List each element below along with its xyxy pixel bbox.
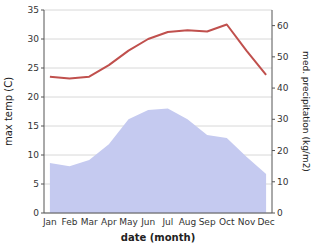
y2-tick-label: 30 xyxy=(277,114,289,124)
area xyxy=(50,108,266,213)
grid-line xyxy=(44,10,272,11)
y2-tick xyxy=(272,25,275,26)
y2-tick xyxy=(272,56,275,57)
y-tick-label: 10 xyxy=(28,150,40,160)
plot-marks xyxy=(50,25,266,214)
background xyxy=(0,0,318,247)
x-tick-label: Feb xyxy=(62,217,78,227)
x-tick-label: Mar xyxy=(81,217,98,227)
y-axis-title: max temp (C) xyxy=(3,77,14,146)
grid-line xyxy=(44,213,272,214)
y-tick xyxy=(41,184,44,185)
y-tick-label: 25 xyxy=(28,63,39,73)
y-tick-label: 15 xyxy=(28,121,39,131)
y2-tick xyxy=(272,119,275,120)
x-tick-label: Nov xyxy=(238,217,256,227)
y2-tick xyxy=(272,181,275,182)
x-tick-label: Sep xyxy=(199,217,216,227)
x-tick-label: Apr xyxy=(101,217,117,227)
y-tick xyxy=(41,10,44,11)
y-tick-label: 5 xyxy=(33,179,39,189)
y-tick-label: 30 xyxy=(28,34,40,44)
x-axis-title: date (month) xyxy=(121,232,195,243)
y2-axis-title: med. precipitation (kg/m2) xyxy=(301,51,311,172)
x-tick-label: May xyxy=(119,217,138,227)
grid-line xyxy=(44,97,272,98)
y-tick-label: 0 xyxy=(33,208,39,218)
y-tick xyxy=(41,97,44,98)
y-tick-label: 20 xyxy=(28,92,40,102)
y-tick xyxy=(41,213,44,214)
x-tick-label: Aug xyxy=(179,217,197,227)
x-tick-label: Jul xyxy=(161,217,173,227)
y2-axis-line xyxy=(272,10,273,213)
x-tick-label: Dec xyxy=(257,217,274,227)
y-tick xyxy=(41,126,44,127)
y2-tick-label: 60 xyxy=(277,21,289,31)
y-tick-label: 35 xyxy=(28,5,39,15)
x-tick-label: Jan xyxy=(42,217,57,227)
grid-line xyxy=(44,68,272,69)
y2-tick xyxy=(272,150,275,151)
y-tick xyxy=(41,155,44,156)
y2-tick xyxy=(272,88,275,89)
y2-tick-label: 40 xyxy=(277,83,289,93)
line xyxy=(50,25,266,79)
x-axis-line xyxy=(44,213,272,214)
y2-tick-label: 20 xyxy=(277,146,289,156)
chart-container: 0 5 10 15 20 25 30 35 0 10 20 30 40 50 60 Jan FebMarAprM… xyxy=(0,0,318,247)
y-tick xyxy=(41,39,44,40)
x-tick-label: Jun xyxy=(140,217,155,227)
chart-svg: 0 5 10 15 20 25 30 35 0 10 20 30 40 50 60 Jan FebMarAprM… xyxy=(0,0,318,247)
x-tick-label: Oct xyxy=(219,217,235,227)
y2-tick-label: 0 xyxy=(277,208,283,218)
y2-tick-label: 50 xyxy=(277,52,289,62)
y2-tick xyxy=(272,213,275,214)
y-axis-line xyxy=(44,10,45,213)
y2-tick-label: 10 xyxy=(277,177,289,187)
y-tick xyxy=(41,68,44,69)
